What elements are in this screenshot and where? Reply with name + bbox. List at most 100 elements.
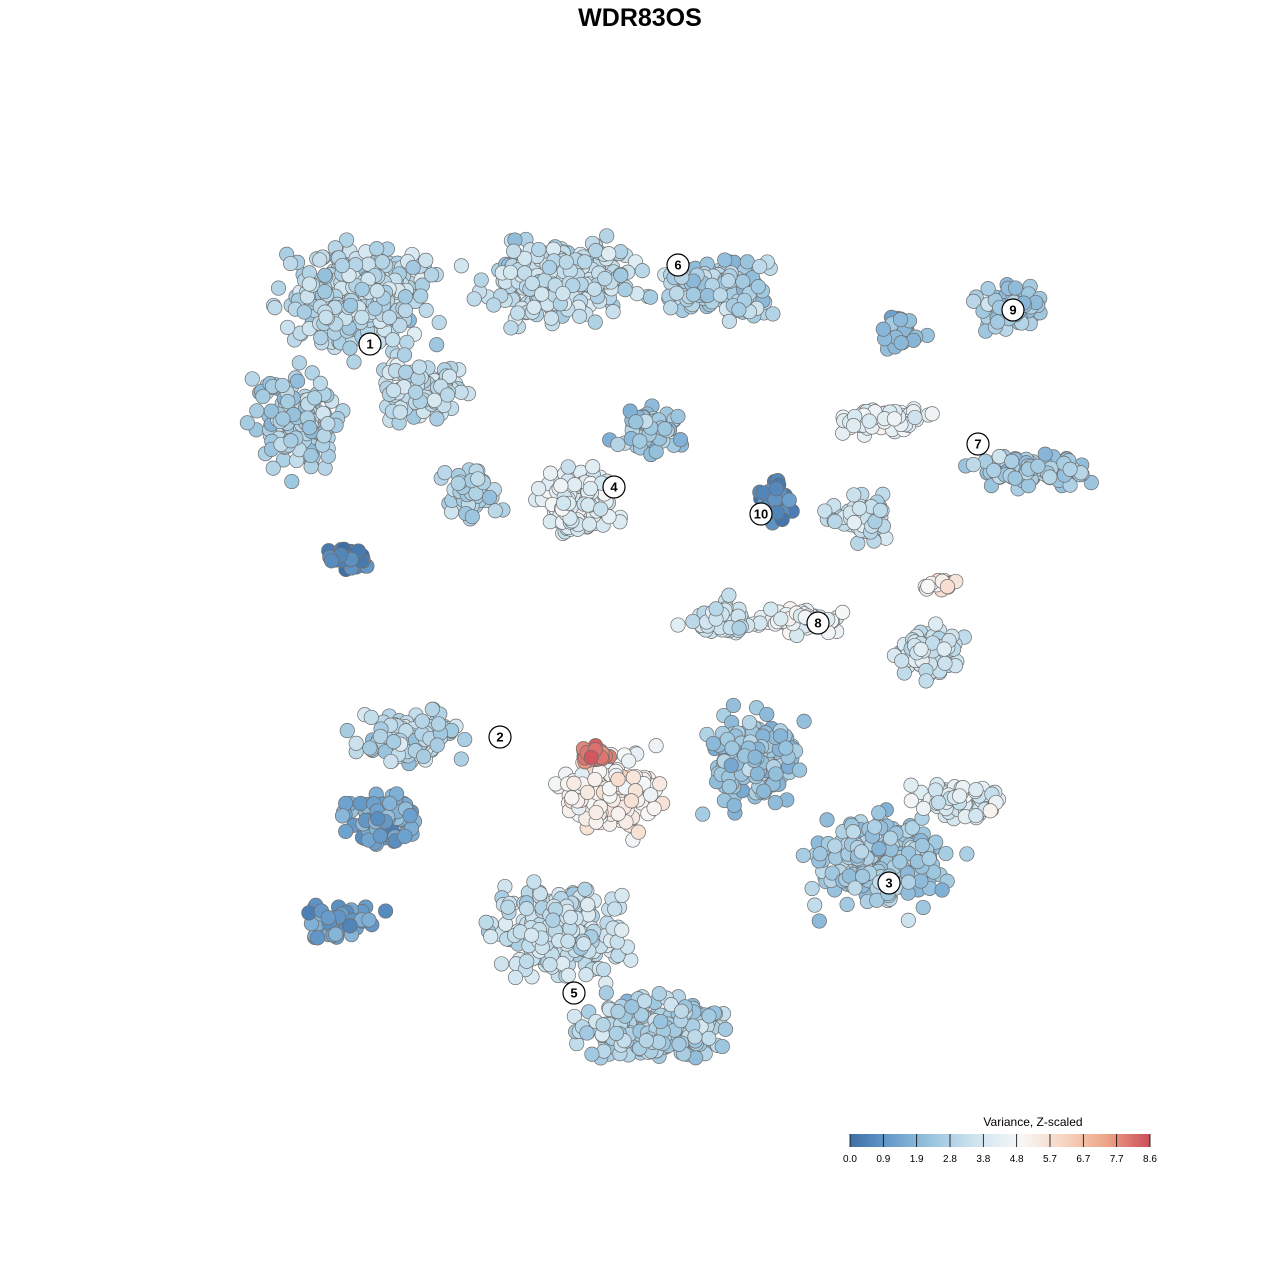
cluster-label-text: 4 [610, 480, 618, 495]
data-point [596, 961, 612, 978]
legend-tick-label: 2.8 [943, 1154, 957, 1165]
data-point [767, 795, 783, 811]
data-point [608, 1025, 624, 1041]
data-point [338, 823, 354, 839]
data-point [524, 275, 540, 291]
data-point [593, 501, 609, 517]
data-point [576, 936, 592, 952]
cluster-label-2: 2 [488, 725, 512, 749]
data-point [531, 241, 547, 258]
data-point [431, 716, 447, 732]
data-point [938, 845, 954, 862]
data-point [397, 302, 413, 319]
data-point [318, 309, 334, 325]
data-point [670, 408, 686, 424]
data-point [482, 489, 498, 505]
legend-title: Variance, Z-scaled [983, 1115, 1083, 1129]
data-point [429, 337, 445, 353]
data-point [846, 418, 862, 434]
cluster-label-3: 3 [877, 871, 901, 895]
data-point [986, 462, 1002, 479]
data-point [638, 1033, 654, 1049]
data-point [317, 284, 333, 300]
data-point [302, 420, 318, 436]
data-point [630, 824, 646, 840]
data-point [601, 246, 617, 262]
data-point [399, 334, 415, 350]
data-point [695, 806, 711, 822]
data-point [936, 641, 952, 657]
data-point [531, 481, 547, 497]
cluster-label-9: 9 [1001, 298, 1025, 322]
data-point [470, 471, 486, 487]
data-point [1004, 453, 1020, 469]
data-point [875, 321, 891, 337]
data-point [429, 411, 445, 427]
cluster-label-6: 6 [666, 253, 690, 277]
data-point [721, 587, 737, 603]
data-point [928, 616, 944, 632]
data-point [726, 797, 742, 813]
data-point [526, 874, 542, 890]
data-point [812, 846, 828, 862]
legend-tick-label: 8.6 [1143, 1154, 1157, 1165]
color-legend: Variance, Z-scaled 0.0 0.9 1.9 2.8 3.8 4.8 5.7… [840, 1112, 1170, 1172]
data-point [990, 314, 1006, 330]
data-point [1030, 458, 1046, 474]
data-point [839, 896, 855, 912]
data-point [424, 701, 440, 717]
data-point [378, 903, 394, 919]
data-point [610, 771, 626, 787]
data-point [396, 347, 413, 363]
data-point [362, 740, 378, 756]
data-point [871, 841, 887, 857]
data-point [773, 611, 789, 627]
data-point [892, 312, 909, 328]
data-point [372, 828, 388, 844]
data-point [397, 289, 413, 305]
data-point [510, 305, 526, 321]
data-point [507, 969, 524, 986]
data-point [542, 465, 559, 481]
data-point [339, 723, 355, 739]
data-point [673, 1003, 690, 1019]
data-point [307, 390, 323, 406]
legend-tick-label: 0.0 [843, 1154, 857, 1165]
data-point [255, 388, 271, 405]
data-point [586, 281, 602, 297]
data-point [747, 749, 763, 765]
data-point [284, 473, 300, 490]
data-point [846, 487, 862, 503]
data-point [632, 433, 648, 449]
data-point [439, 387, 456, 403]
data-point [296, 304, 312, 320]
data-point [894, 653, 910, 669]
points-layer [239, 228, 1099, 1066]
data-point [918, 673, 934, 689]
data-point [386, 382, 402, 399]
data-point [968, 782, 984, 798]
data-point [500, 899, 516, 915]
data-point [928, 782, 944, 798]
data-point [850, 535, 866, 551]
data-point [749, 766, 766, 782]
data-point [392, 317, 408, 334]
data-point [346, 354, 362, 370]
data-point [408, 384, 424, 400]
cluster-label-text: 9 [1009, 303, 1016, 318]
data-point [385, 332, 401, 348]
cluster-label-text: 2 [496, 730, 503, 745]
data-point [750, 279, 766, 295]
data-point [519, 901, 535, 917]
data-point [623, 952, 639, 968]
data-point [457, 731, 473, 748]
data-point [685, 613, 701, 630]
data-point [851, 500, 867, 516]
data-point [580, 897, 596, 913]
legend-tick-label: 1.9 [910, 1154, 924, 1165]
data-point [724, 740, 740, 756]
data-point [519, 953, 535, 969]
cluster-label-text: 6 [674, 258, 681, 273]
data-point [328, 926, 344, 942]
